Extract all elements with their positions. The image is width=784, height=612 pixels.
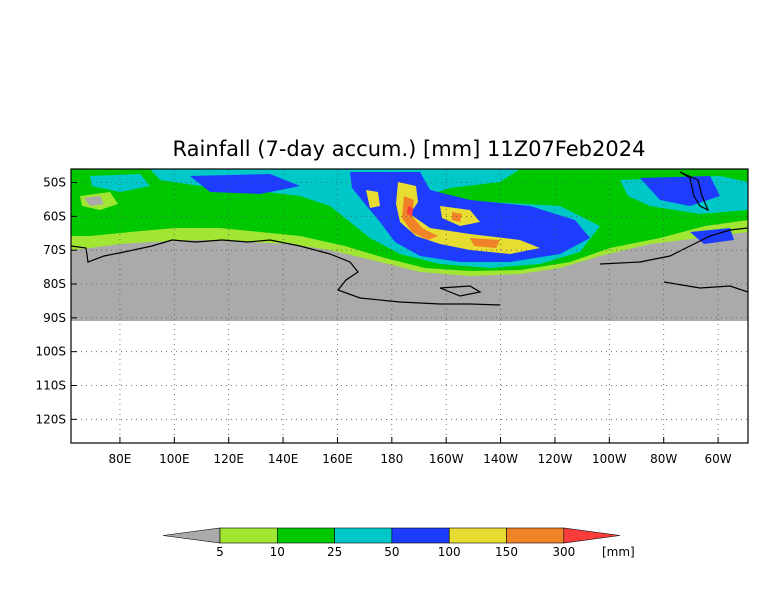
map-plot-area [70, 168, 749, 444]
rainfall-field [71, 169, 748, 276]
lat-tick-label: 100S [35, 345, 66, 359]
lat-tick-label: 110S [35, 378, 66, 392]
lon-tick-label: 80W [650, 452, 677, 466]
map-title: Rainfall (7-day accum.) [mm] 11Z07Feb202… [173, 137, 646, 161]
lon-tick-label: 80E [109, 452, 132, 466]
lat-tick-label: 70S [43, 243, 66, 257]
colorbar-level-label: 50 [384, 545, 399, 559]
beyond-pole-area [71, 321, 748, 443]
lon-tick-label: 160E [322, 452, 353, 466]
colorbar-segment [391, 527, 450, 544]
lon-tick-label: 120W [538, 452, 573, 466]
lat-tick-label: 120S [35, 412, 66, 426]
lon-tick-label: 160W [429, 452, 464, 466]
lat-tick-label: 50S [43, 176, 66, 190]
lon-tick-label: 60W [705, 452, 732, 466]
map-frame [70, 168, 749, 444]
longitude-tick-labels: 80E 100E 120E 140E 160E 180 160W 140W 120W 100W 80… [109, 452, 732, 466]
lon-tick-label: 140W [483, 452, 518, 466]
latitude-tick-labels: 50S 60S 70S 80S 90S 100S 110S 120S [35, 176, 66, 427]
colorbar-level-label: 25 [327, 545, 342, 559]
colorbar-low-triangle [162, 527, 221, 544]
lat-lon-grid [71, 169, 748, 443]
lon-tick-label: 180 [380, 452, 403, 466]
coastlines [71, 171, 748, 306]
lat-tick-label: 80S [43, 277, 66, 291]
colorbar-level-label: 300 [552, 545, 575, 559]
colorbar-unit: [mm] [602, 545, 635, 559]
colorbar-segment [506, 527, 565, 544]
lon-tick-label: 140E [268, 452, 299, 466]
colorbar-segment [276, 527, 335, 544]
colorbar-segment [219, 527, 278, 544]
lon-tick-label: 100E [159, 452, 190, 466]
colorbar-segment [448, 527, 507, 544]
lon-tick-label: 100W [592, 452, 627, 466]
colorbar-level-label: 100 [438, 545, 461, 559]
colorbar-high-triangle [563, 527, 621, 544]
lat-tick-label: 90S [43, 311, 66, 325]
colorbar-level-label: 150 [495, 545, 518, 559]
colorbar-level-label: 5 [216, 545, 224, 559]
colorbar-level-label: 10 [270, 545, 285, 559]
lon-tick-label: 120E [213, 452, 244, 466]
colorbar-segment [334, 527, 393, 544]
lat-tick-label: 60S [43, 209, 66, 223]
colorbar-legend: 5 10 25 50 100 150 300 [162, 527, 621, 559]
